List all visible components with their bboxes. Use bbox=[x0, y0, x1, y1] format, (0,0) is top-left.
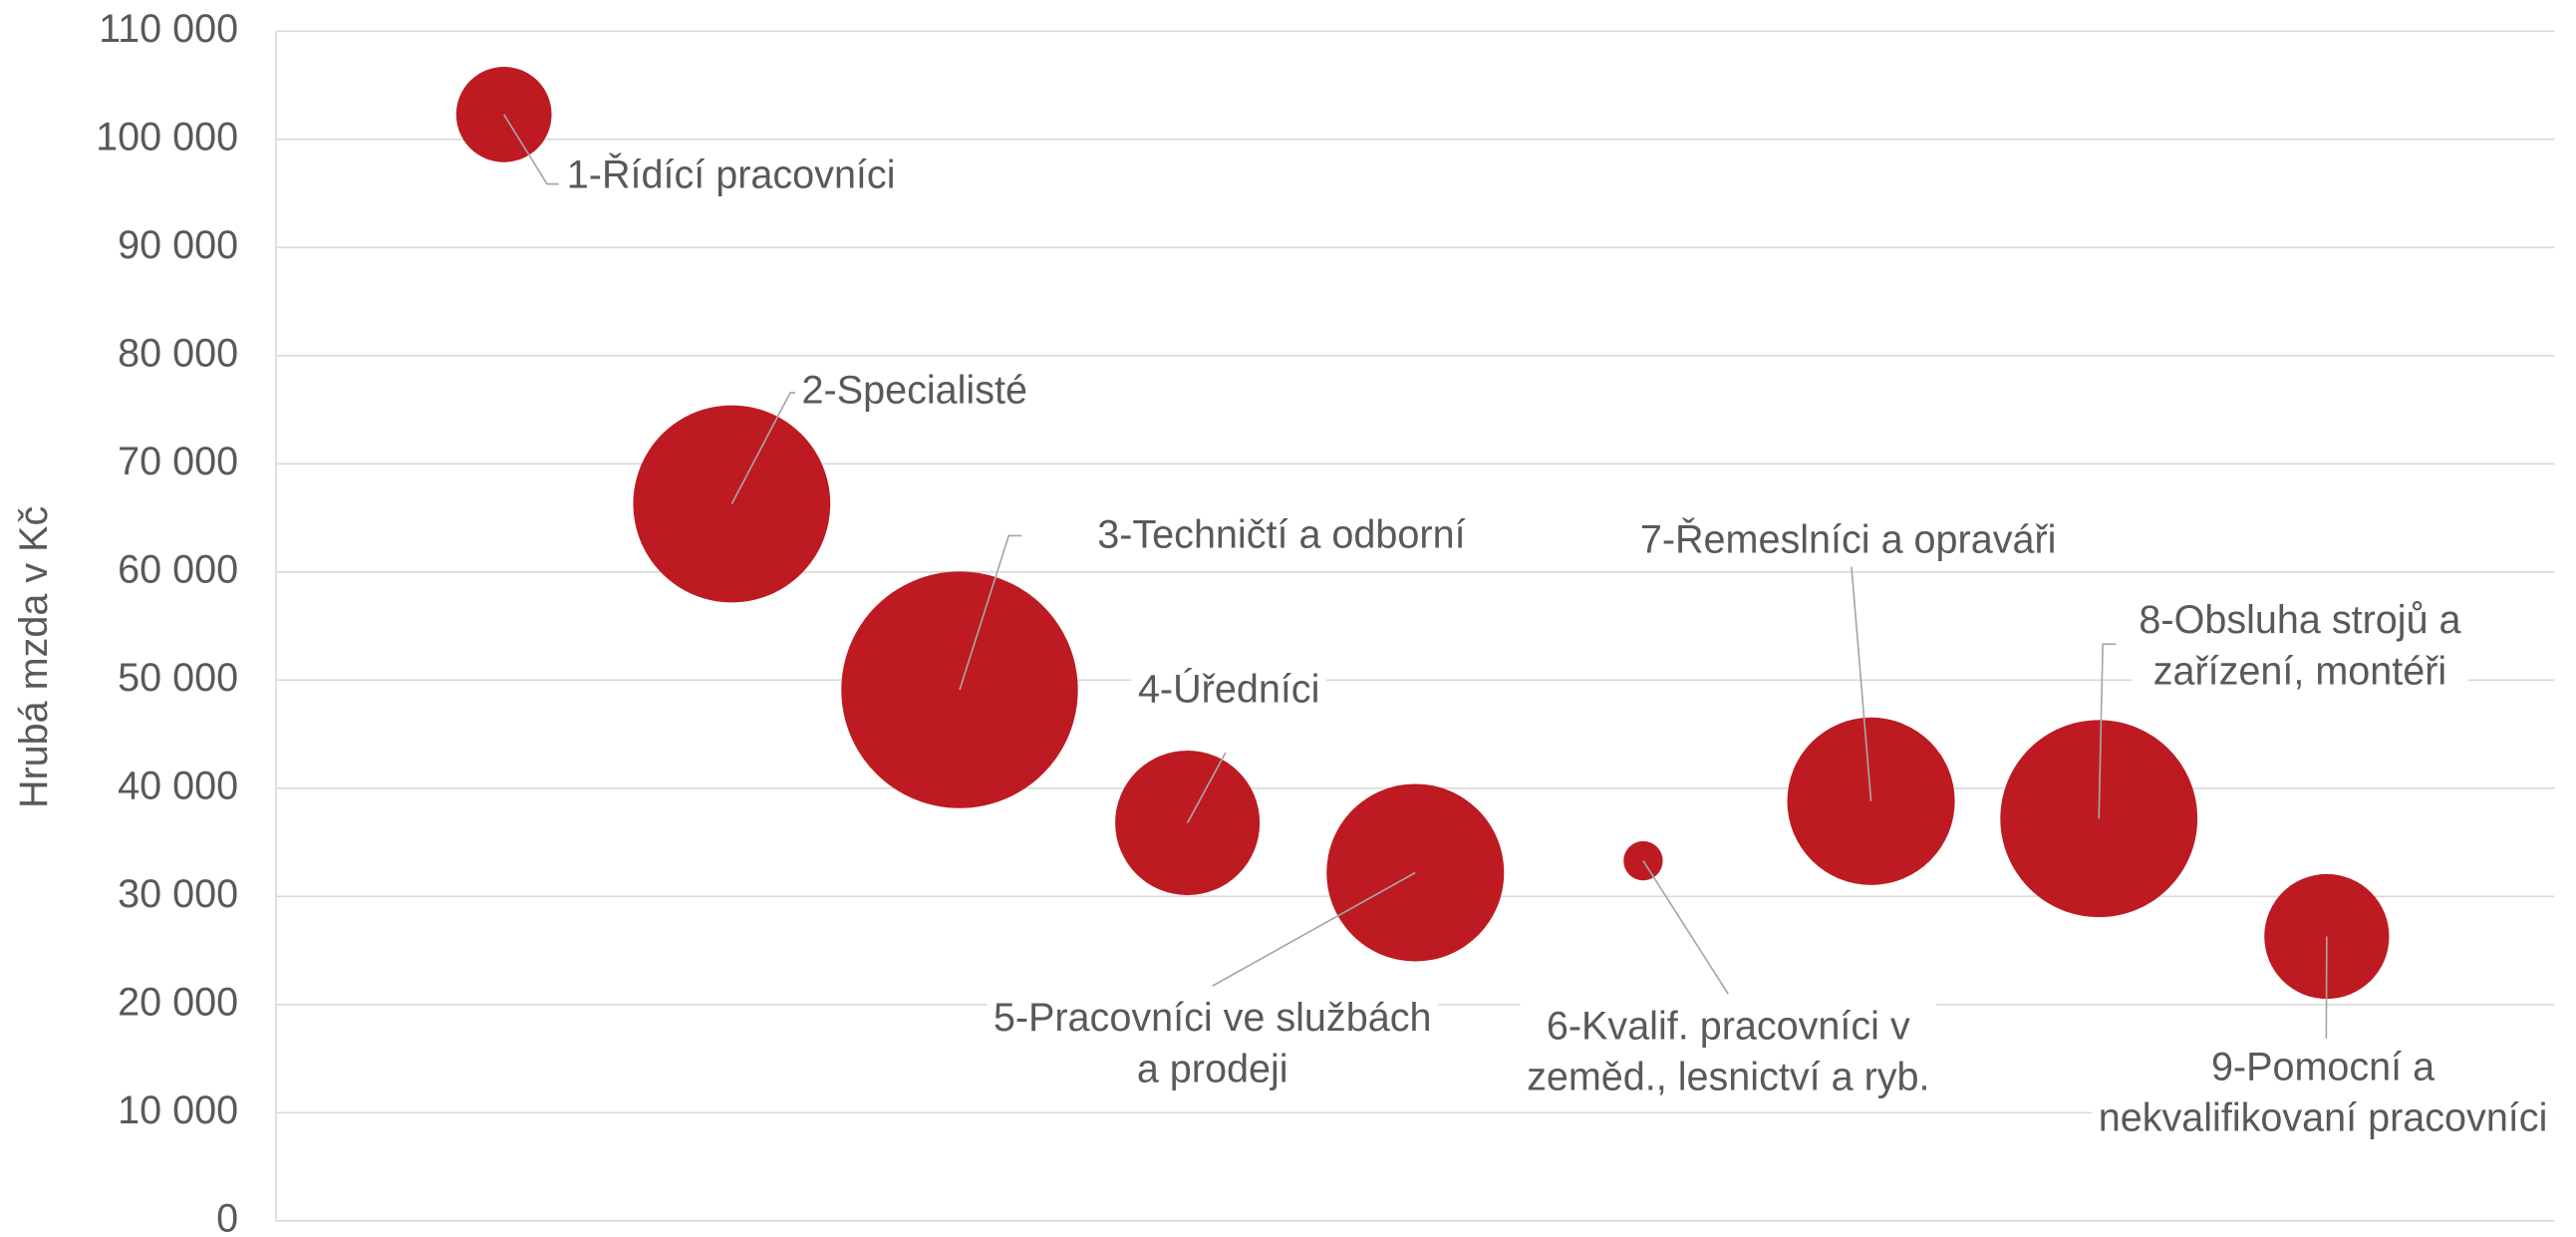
data-label-text: 2-Specialisté bbox=[802, 368, 1027, 412]
y-tick-label: 100 000 bbox=[96, 115, 238, 158]
data-label-text: a prodeji bbox=[1137, 1047, 1288, 1090]
leader-line bbox=[2098, 643, 2117, 819]
data-label: 1-Řídící pracovníci bbox=[560, 150, 903, 200]
bubble bbox=[1787, 717, 1955, 885]
y-tick-label: 10 000 bbox=[118, 1088, 238, 1132]
data-label-text: 6-Kvalif. pracovníci v bbox=[1547, 1004, 1910, 1048]
data-label-text: zařízení, montéři bbox=[2153, 649, 2447, 693]
y-tick-label: 70 000 bbox=[118, 440, 238, 483]
data-label: 7-Řemeslníci a opraváři bbox=[1633, 514, 2064, 565]
data-label: 4-Úředníci bbox=[1131, 664, 1326, 715]
y-tick-label: 110 000 bbox=[99, 7, 238, 51]
data-label-text: nekvalifikovaní pracovníci bbox=[2099, 1096, 2548, 1140]
data-label-text: 9-Pomocní a bbox=[2211, 1046, 2434, 1089]
data-label: 6-Kvalif. pracovníci v zeměd., lesnictví … bbox=[1520, 1001, 1937, 1102]
data-label-text: zeměd., lesnictví a ryb. bbox=[1527, 1056, 1929, 1099]
leader-line bbox=[1212, 871, 1416, 987]
label-background bbox=[1520, 1001, 1937, 1102]
label-background bbox=[2092, 1042, 2554, 1144]
data-label-text: 4-Úředníci bbox=[1138, 667, 1319, 711]
data-label-text: 7-Řemeslníci a opraváři bbox=[1640, 517, 2057, 561]
label-background bbox=[1633, 514, 2064, 565]
data-label-text: 3-Techničtí a odborní bbox=[1097, 513, 1465, 557]
leader-line bbox=[1851, 566, 1872, 801]
y-tick-label: 0 bbox=[216, 1196, 238, 1237]
leaders bbox=[502, 114, 2328, 1039]
leader-line bbox=[502, 114, 559, 185]
data-label: 9-Pomocní a nekvalifikovaní pracovníci bbox=[2092, 1042, 2554, 1144]
y-tick-label: 40 000 bbox=[118, 764, 238, 807]
label-background bbox=[987, 992, 1439, 1094]
leader-line bbox=[959, 534, 1022, 691]
bubble bbox=[1326, 783, 1505, 962]
bubble bbox=[1623, 840, 1663, 881]
y-axis-title: Hrubá mzda v Kč bbox=[12, 506, 56, 808]
data-label-text: 1-Řídící pracovníci bbox=[567, 153, 896, 196]
y-tick-label: 30 000 bbox=[118, 872, 238, 916]
y-tick-label: 80 000 bbox=[118, 331, 238, 375]
leader-line bbox=[1186, 752, 1227, 823]
y-tick-label: 20 000 bbox=[118, 980, 238, 1024]
data-label: 5-Pracovníci ve službách a prodeji bbox=[987, 992, 1439, 1094]
data-label-text: 5-Pracovníci ve službách bbox=[994, 996, 1432, 1040]
label-background bbox=[1090, 509, 1473, 560]
data-label: 2-Specialisté bbox=[794, 365, 1034, 416]
label-background bbox=[2132, 594, 2468, 697]
y-tick-label: 90 000 bbox=[118, 223, 238, 267]
labels: 1-Řídící pracovníci 2-Specialisté 3-Techni… bbox=[560, 150, 2554, 1144]
data-label-text: 8-Obsluha strojů a bbox=[2139, 598, 2460, 642]
data-label: 3-Techničtí a odborní bbox=[1090, 509, 1473, 560]
y-tick-label: 50 000 bbox=[118, 656, 238, 700]
leader-line bbox=[1642, 860, 1729, 995]
label-background bbox=[560, 150, 903, 200]
label-background bbox=[794, 365, 1034, 416]
label-background bbox=[1131, 664, 1326, 715]
y-tick-label: 60 000 bbox=[118, 547, 238, 591]
data-label: 8-Obsluha strojů a zařízení, montéři bbox=[2132, 594, 2468, 697]
